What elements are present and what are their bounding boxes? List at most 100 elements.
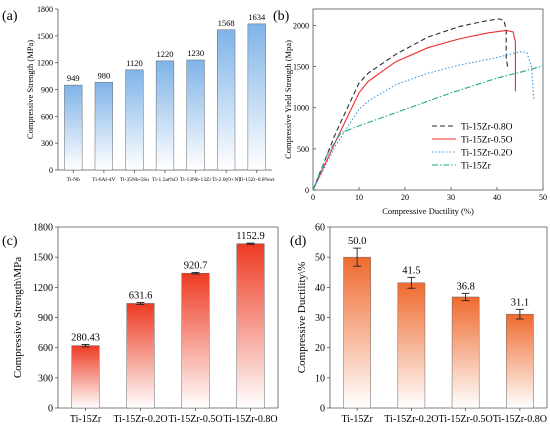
x-tick-label: Ti-1.5at%O	[152, 177, 178, 183]
bar	[343, 256, 371, 409]
chart-c: 0 300 600 900 1200 1500 1800 Compressive Streng…	[12, 223, 279, 425]
data-label: 41.5	[402, 265, 420, 276]
y-tick-label: 300	[41, 139, 53, 148]
data-label: 1568	[218, 18, 235, 28]
y-tick-label: 0	[305, 186, 309, 195]
y-tick-label: 50	[315, 253, 325, 264]
data-label: 50.0	[348, 236, 366, 247]
bar	[397, 282, 426, 409]
y-tick-label: 1200	[33, 283, 53, 294]
panel-label-c: (c)	[2, 234, 18, 249]
x-tick-label: Ti-15Zr	[70, 414, 102, 425]
y-tick-label: 1500	[293, 63, 309, 72]
bar	[217, 29, 236, 171]
bar	[247, 23, 266, 171]
chart-a: 0 300 600 900 1200 1500 1800 Compressive Streng…	[25, 5, 275, 183]
chart-d: 0 10 20 30 40 50 60 Compressive Ductility\% 50.0…	[296, 223, 548, 425]
y-tick-label: 0	[49, 166, 53, 175]
y-tick-label: 10	[315, 373, 325, 384]
bar	[64, 84, 83, 171]
data-label: 1230	[187, 48, 204, 58]
x-tick-label: Ti-15Zr-0.8O	[493, 414, 547, 425]
bar	[71, 345, 100, 409]
data-label: 949	[67, 73, 80, 83]
bar	[181, 273, 210, 409]
y-axis-label: Compressive Ductility\%	[296, 262, 308, 374]
series-line	[312, 51, 535, 191]
x-axis-label: Compressive Ductility (%)	[382, 206, 474, 216]
data-label: 36.8	[456, 281, 474, 292]
data-label: 31.1	[511, 297, 529, 308]
y-tick-label: 300	[38, 373, 53, 384]
y-tick-label: 600	[41, 112, 53, 121]
legend-label: Ti-15Zr-0.5O	[461, 136, 513, 146]
y-tick-label: 500	[297, 145, 309, 154]
bar	[94, 82, 113, 171]
y-tick-label: 20	[315, 343, 325, 354]
bar	[125, 69, 144, 171]
x-tick-label: 20	[401, 193, 409, 202]
data-label: 1220	[157, 49, 174, 59]
x-tick-label: Ti-15Zr-0.8%wt	[239, 177, 275, 183]
legend-label: Ti-15Zr-0.2O	[461, 149, 513, 159]
data-label: 980	[97, 70, 110, 80]
bar	[506, 313, 534, 409]
x-tick-label: Ti-35Nb-5Sn	[120, 177, 149, 183]
panel-label-d: (d)	[290, 234, 307, 249]
bar	[451, 296, 480, 409]
x-tick-label: 30	[447, 193, 455, 202]
x-tick-label: Ti-15Zr-0.2O	[384, 414, 438, 425]
data-label: 1634	[248, 12, 266, 22]
series-line	[312, 29, 516, 191]
bar	[126, 303, 155, 409]
y-tick-label: 1800	[37, 5, 53, 14]
y-tick-label: 1500	[33, 253, 53, 264]
y-axis-label: Compressive Strength\MPa	[12, 257, 24, 378]
y-tick-label: 30	[315, 313, 325, 324]
y-tick-label: 1200	[37, 59, 53, 68]
series-line	[312, 65, 544, 191]
y-axis-label: Compressive Strength (MPa)	[25, 40, 35, 139]
x-tick-label: Ti-2.0(O+N)	[212, 176, 240, 183]
y-tick-label: 1800	[33, 223, 53, 234]
panel-label-a: (a)	[2, 9, 18, 24]
y-tick-label: 0	[48, 404, 53, 415]
legend-label: Ti-15Zr-0.8O	[461, 123, 513, 133]
x-tick-label: Ti-15Zr-0.2O	[113, 414, 167, 425]
x-tick-label: Ti-Nb	[67, 177, 80, 183]
y-tick-label: 0	[320, 404, 325, 415]
x-tick-label: Ti-15Zr	[341, 414, 373, 425]
data-label: 280.43	[71, 332, 100, 343]
panel-label-b: (b)	[273, 9, 290, 24]
y-tick-label: 900	[38, 313, 53, 324]
x-tick-label: 10	[355, 193, 363, 202]
x-tick-label: 40	[493, 193, 501, 202]
plot-frame	[312, 8, 544, 191]
x-tick-label: Ti-15Zr-0.8O	[223, 414, 277, 425]
x-tick-label: 50	[539, 193, 547, 202]
y-axis-label: Compressive Yield Strength (Mpa)	[283, 40, 293, 159]
x-tick-label: Ti-13Nb-13Zr	[180, 177, 211, 183]
y-tick-label: 1500	[37, 32, 53, 41]
bar	[236, 243, 265, 409]
data-label: 631.6	[129, 290, 153, 301]
y-tick-label: 600	[38, 343, 53, 354]
x-tick-label: Ti-6Al-4V	[92, 177, 115, 183]
bar	[155, 60, 175, 171]
y-tick-label: 1000	[293, 104, 309, 113]
bar	[186, 59, 205, 171]
x-tick-label: 0	[311, 193, 315, 202]
y-tick-label: 40	[315, 283, 325, 294]
series-line	[312, 18, 509, 191]
data-label: 1152.9	[236, 231, 265, 242]
data-label: 1120	[126, 58, 143, 68]
y-tick-label: 60	[315, 223, 325, 234]
data-label: 920.7	[184, 260, 208, 271]
legend-label: Ti-15Zr	[461, 162, 492, 172]
x-tick-label: Ti-15Zr-0.5O	[439, 414, 493, 425]
y-tick-label: 900	[41, 86, 53, 95]
y-tick-label: 2000	[293, 21, 309, 30]
x-tick-label: Ti-15Zr-0.5O	[168, 414, 222, 425]
